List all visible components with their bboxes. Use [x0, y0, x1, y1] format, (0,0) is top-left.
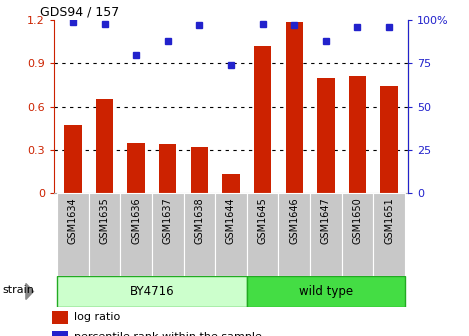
Bar — [57, 276, 247, 307]
Text: GSM1636: GSM1636 — [131, 197, 141, 244]
Bar — [286, 22, 303, 193]
Bar — [222, 174, 240, 193]
Text: GSM1637: GSM1637 — [163, 197, 173, 244]
Bar — [349, 76, 366, 193]
Bar — [89, 193, 121, 276]
Bar — [64, 125, 82, 193]
Bar — [373, 193, 405, 276]
Bar — [191, 147, 208, 193]
Text: log ratio: log ratio — [74, 312, 120, 323]
Text: GSM1647: GSM1647 — [321, 197, 331, 244]
Bar — [96, 99, 113, 193]
Text: GSM1651: GSM1651 — [384, 197, 394, 244]
Text: wild type: wild type — [299, 285, 353, 298]
Bar — [152, 193, 183, 276]
Bar — [121, 193, 152, 276]
Text: GSM1634: GSM1634 — [68, 197, 78, 244]
Bar — [310, 193, 341, 276]
Text: GSM1638: GSM1638 — [194, 197, 204, 244]
Text: GSM1635: GSM1635 — [99, 197, 110, 244]
Bar — [215, 193, 247, 276]
Text: GSM1645: GSM1645 — [257, 197, 268, 244]
Polygon shape — [26, 284, 33, 299]
Text: percentile rank within the sample: percentile rank within the sample — [74, 332, 262, 336]
Bar — [183, 193, 215, 276]
Bar — [317, 78, 334, 193]
Bar — [159, 144, 176, 193]
Bar — [341, 193, 373, 276]
Text: BY4716: BY4716 — [129, 285, 174, 298]
Bar — [128, 143, 145, 193]
Bar — [380, 86, 398, 193]
Bar — [57, 193, 89, 276]
Text: GSM1646: GSM1646 — [289, 197, 299, 244]
Text: GSM1650: GSM1650 — [352, 197, 363, 244]
Bar — [52, 311, 68, 324]
Bar — [52, 331, 68, 336]
Bar — [247, 193, 279, 276]
Bar — [279, 193, 310, 276]
Text: strain: strain — [3, 285, 35, 295]
Bar — [254, 46, 271, 193]
Text: GSM1644: GSM1644 — [226, 197, 236, 244]
Text: GDS94 / 157: GDS94 / 157 — [40, 6, 119, 19]
Bar — [247, 276, 405, 307]
